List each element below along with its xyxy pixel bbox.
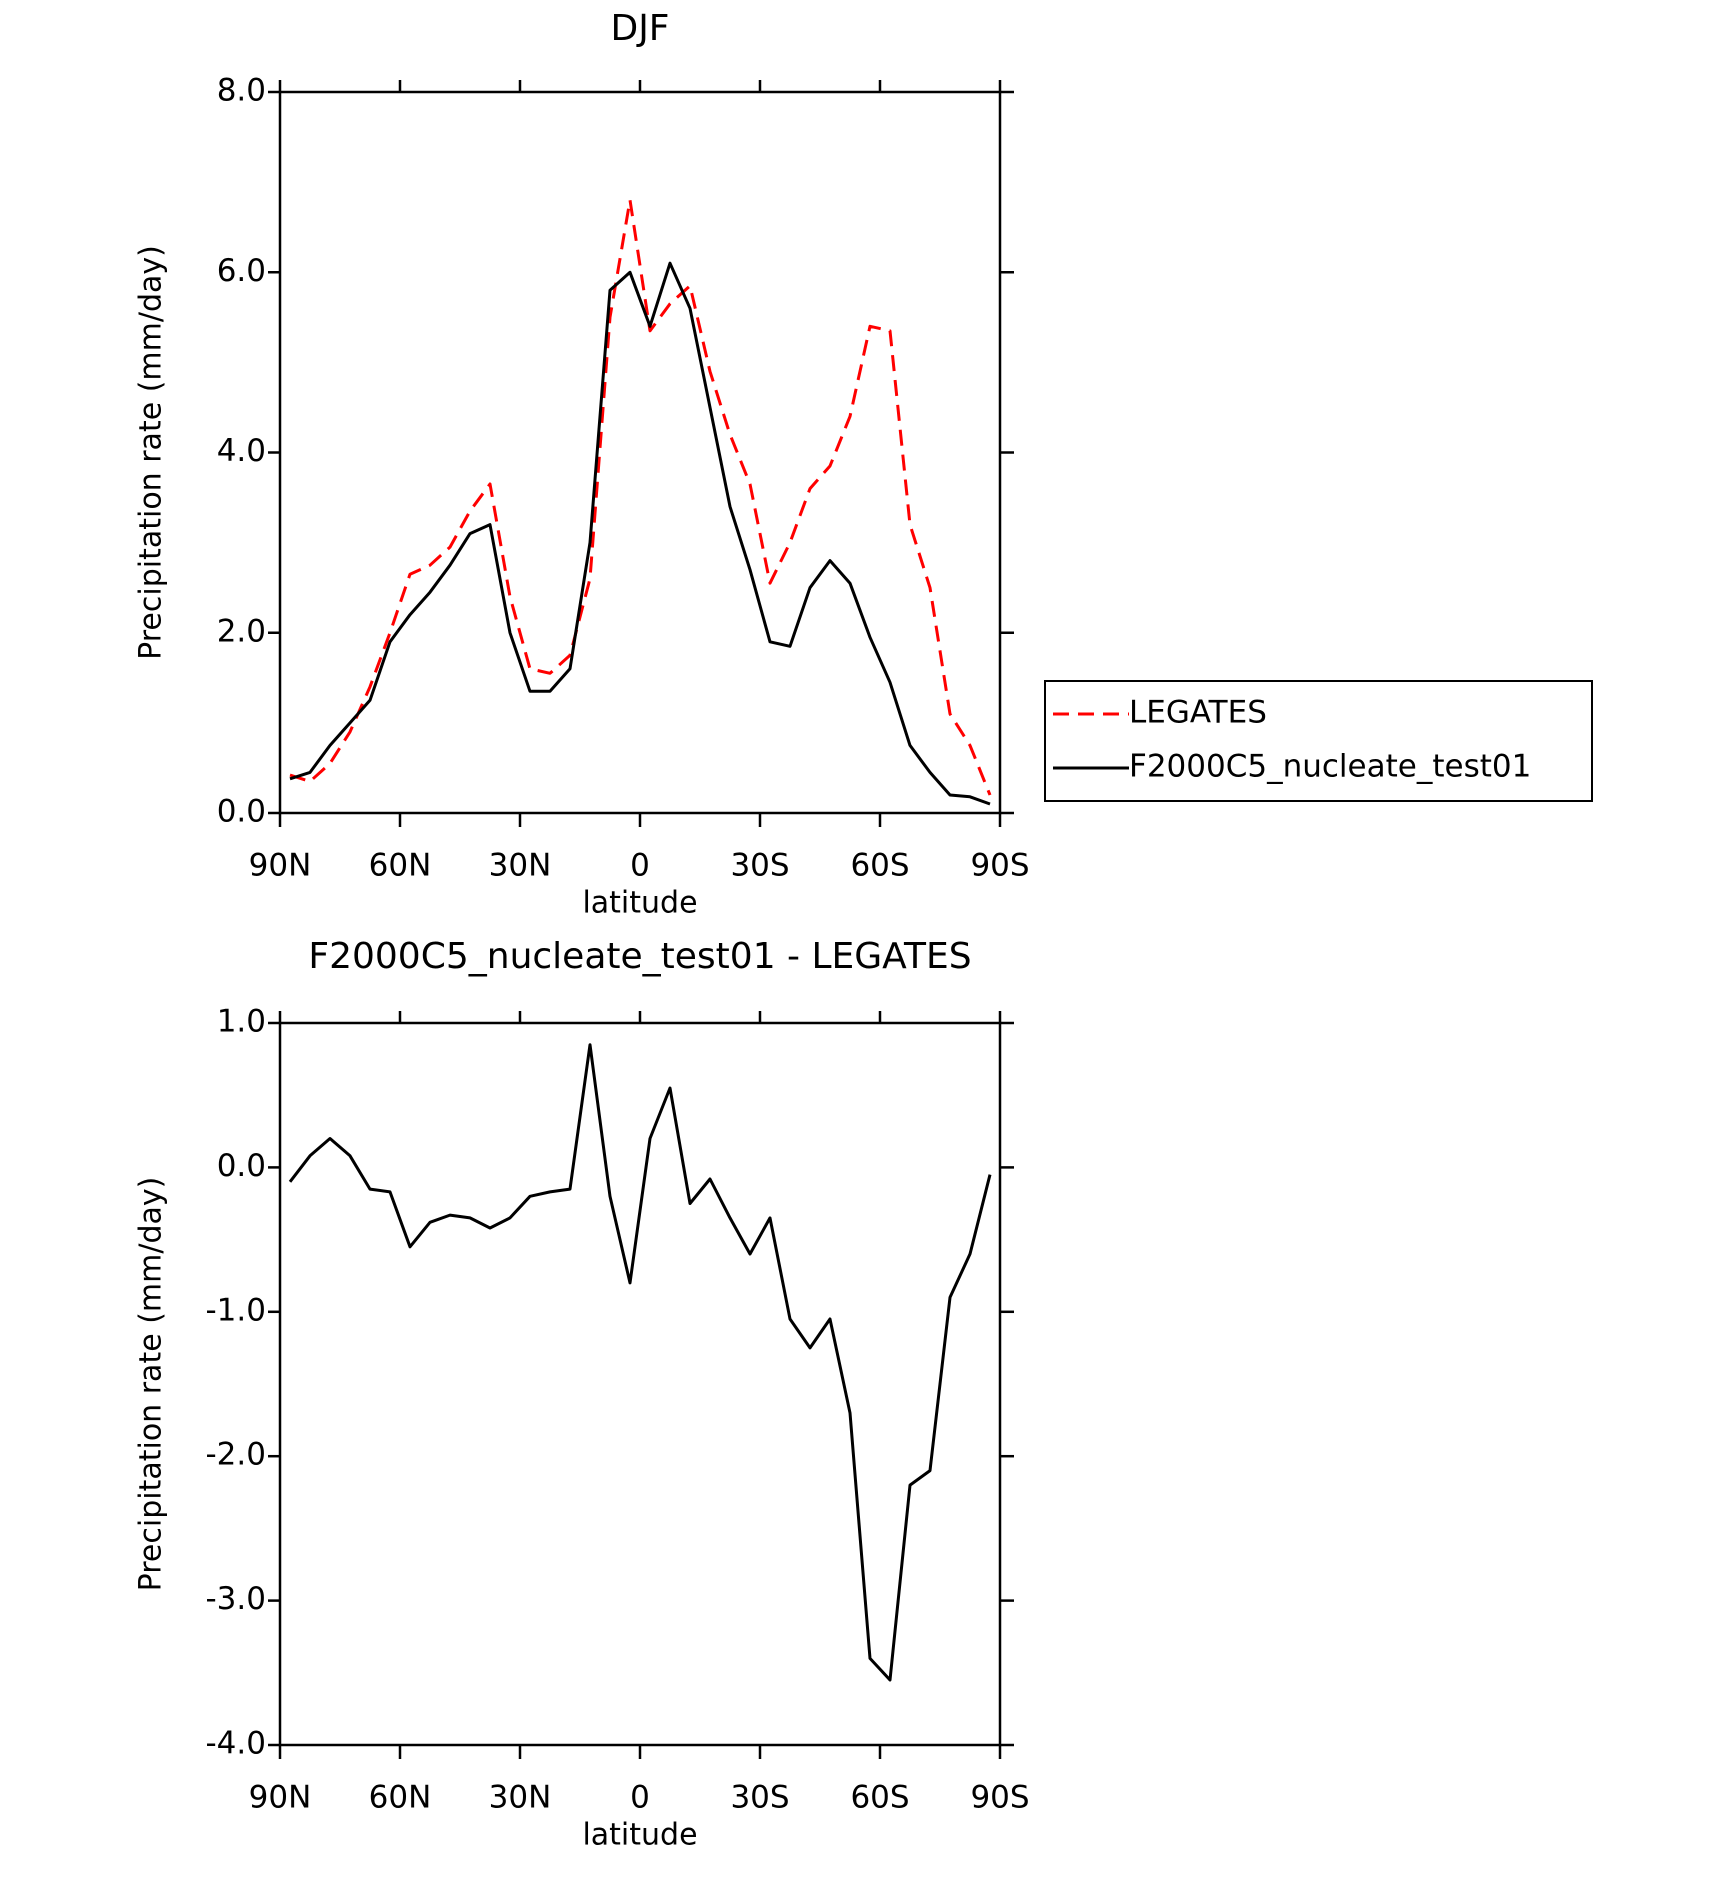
legend-label: LEGATES [1129, 695, 1267, 731]
chart-title: DJF [610, 8, 669, 49]
y-tick-label: -2.0 [206, 1437, 267, 1473]
x-tick-label: 60N [369, 848, 432, 884]
chart-title: F2000C5_nucleate_test01 - LEGATES [308, 936, 971, 977]
y-tick-label: -1.0 [206, 1292, 267, 1328]
y-tick-label: 4.0 [217, 433, 266, 469]
y-tick-label: 1.0 [217, 1004, 266, 1040]
series-line [288, 1043, 992, 1682]
x-axis-label: latitude [582, 1818, 697, 1853]
y-tick-label: 0.0 [217, 1148, 266, 1184]
x-tick-label: 0 [630, 848, 650, 884]
series-line [289, 261, 991, 806]
x-tick-label: 30S [730, 1780, 789, 1816]
x-tick-label: 90S [970, 848, 1029, 884]
x-tick-label: 0 [630, 1780, 650, 1816]
legend-label: F2000C5_nucleate_test01 [1129, 749, 1531, 785]
plot: DJF latitude Precipitation rate (mm/day) 0.… [134, 8, 1593, 921]
plot-frame [278, 1021, 1002, 1747]
x-tick-label: 90N [249, 1780, 312, 1816]
x-tick-label: 30N [489, 1780, 552, 1816]
x-axis-label: latitude [582, 886, 697, 921]
y-tick-label: -3.0 [206, 1581, 267, 1617]
legend-box [1044, 680, 1593, 802]
y-axis-label: Precipitation rate (mm/day) [134, 1177, 169, 1592]
series-line [289, 198, 992, 796]
y-tick-label: -4.0 [206, 1726, 267, 1762]
y-axis-label: Precipitation rate (mm/day) [134, 245, 169, 660]
x-tick-label: 30S [730, 848, 789, 884]
x-tick-label: 90S [970, 1780, 1029, 1816]
plot: F2000C5_nucleate_test01 - LEGATES latitud… [134, 936, 1030, 1853]
y-tick-label: 8.0 [217, 73, 266, 109]
y-tick-label: 6.0 [217, 253, 266, 289]
y-tick-label: 2.0 [217, 613, 266, 649]
x-tick-label: 60N [369, 1780, 432, 1816]
plot-frame [278, 90, 1002, 815]
y-tick-label: 0.0 [217, 794, 266, 830]
x-tick-label: 60S [850, 1780, 909, 1816]
x-tick-label: 30N [489, 848, 552, 884]
x-tick-label: 60S [850, 848, 909, 884]
x-tick-label: 90N [249, 848, 312, 884]
